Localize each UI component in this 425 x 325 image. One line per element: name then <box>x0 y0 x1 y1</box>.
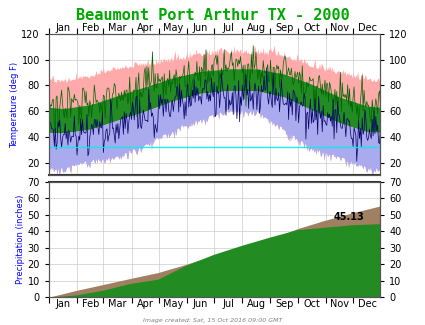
Y-axis label: Precipitation (inches): Precipitation (inches) <box>16 195 25 284</box>
Text: Image created: Sat, 15 Oct 2016 09:00 GMT: Image created: Sat, 15 Oct 2016 09:00 GM… <box>143 318 282 323</box>
Y-axis label: Temperature (deg F): Temperature (deg F) <box>10 62 19 148</box>
Text: Beaumont Port Arthur TX - 2000: Beaumont Port Arthur TX - 2000 <box>76 8 349 23</box>
Text: 45.13: 45.13 <box>333 212 364 222</box>
